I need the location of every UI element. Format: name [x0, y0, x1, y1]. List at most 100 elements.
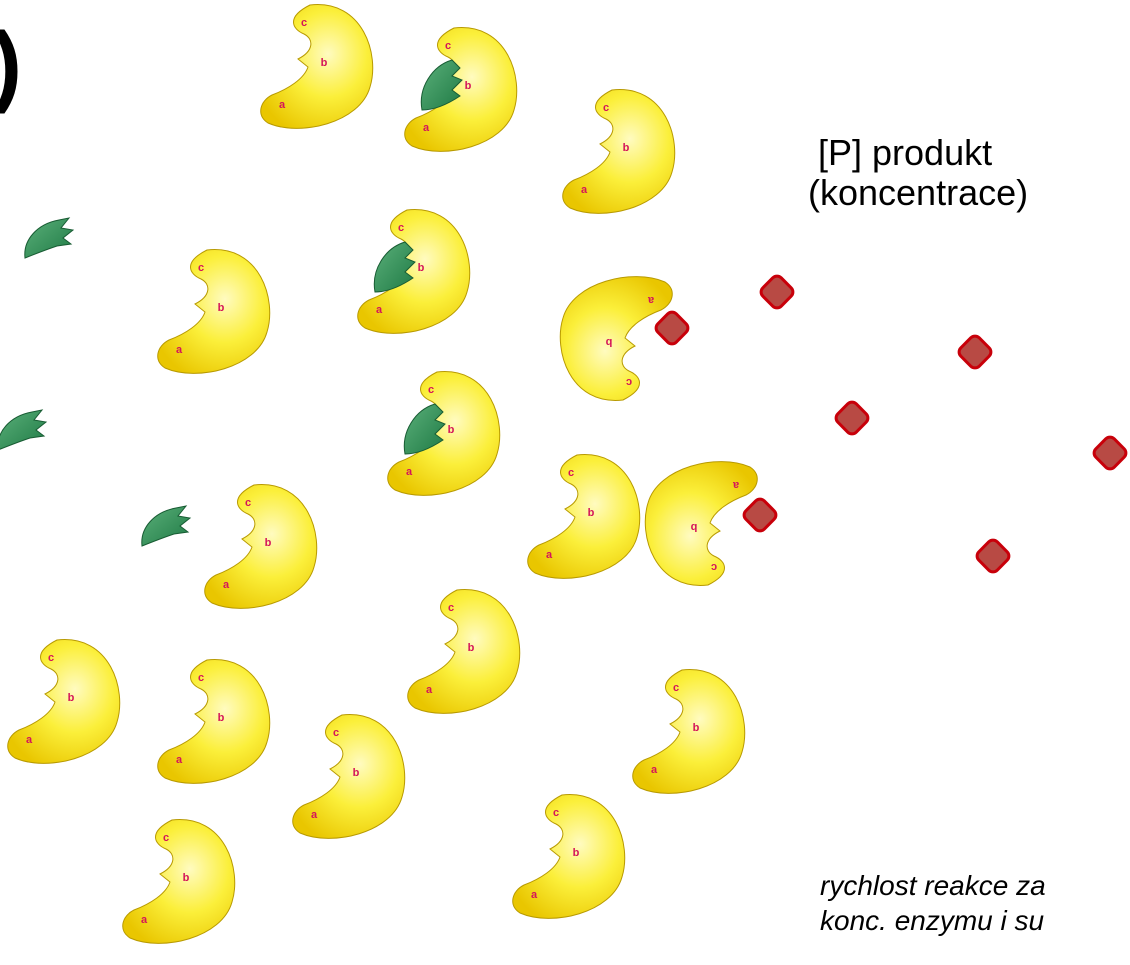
- substrate: [25, 218, 73, 258]
- site-label: c: [448, 602, 454, 614]
- site-label: c: [398, 222, 404, 234]
- enzyme: a b c: [645, 462, 757, 586]
- site-label: a: [141, 914, 148, 926]
- enzyme-body: [158, 250, 270, 374]
- product: [654, 310, 691, 347]
- substrate: [0, 410, 46, 450]
- enzyme-body: [293, 715, 405, 839]
- product-subtitle: (koncentrace): [808, 172, 1028, 213]
- site-label: c: [711, 561, 717, 573]
- enzyme-body: [205, 485, 317, 609]
- product: [1092, 435, 1129, 472]
- enzyme-body: [123, 820, 235, 944]
- site-label: c: [568, 467, 574, 479]
- site-label: a: [176, 344, 183, 356]
- site-label: b: [448, 424, 455, 436]
- diagram: ) [P] produkt (koncentrace) rychlost rea…: [0, 0, 1130, 965]
- enzyme: a b c: [528, 455, 640, 579]
- site-label: a: [581, 184, 588, 196]
- product: [957, 334, 994, 371]
- enzyme: a b c: [158, 660, 270, 784]
- enzyme: a b c: [261, 5, 373, 129]
- enzyme: a b c: [388, 372, 500, 496]
- site-label: a: [223, 579, 230, 591]
- site-label: a: [176, 754, 183, 766]
- site-label: b: [605, 336, 612, 348]
- enzyme-body: [563, 90, 675, 214]
- site-label: c: [333, 727, 339, 739]
- site-label: c: [553, 807, 559, 819]
- site-label: b: [218, 712, 225, 724]
- site-label: a: [651, 764, 658, 776]
- enzyme: a b c: [513, 795, 625, 919]
- enzyme-body: [560, 277, 672, 401]
- enzyme-body: [8, 640, 120, 764]
- enzyme: a b c: [293, 715, 405, 839]
- enzyme: a b c: [560, 277, 672, 401]
- enzyme-body: [261, 5, 373, 129]
- site-label: b: [623, 142, 630, 154]
- site-label: c: [626, 376, 632, 388]
- site-label: c: [445, 40, 451, 52]
- site-label: b: [588, 507, 595, 519]
- site-label: b: [183, 872, 190, 884]
- enzyme: a b c: [358, 210, 470, 334]
- site-label: a: [423, 122, 430, 134]
- site-label: b: [465, 80, 472, 92]
- site-label: a: [531, 889, 538, 901]
- product: [759, 274, 796, 311]
- site-label: b: [321, 57, 328, 69]
- site-label: b: [693, 722, 700, 734]
- site-label: b: [690, 521, 697, 533]
- site-label: a: [406, 466, 413, 478]
- enzyme-body: [645, 462, 757, 586]
- site-label: a: [732, 479, 739, 491]
- enzyme-body: [158, 660, 270, 784]
- enzyme-body: [408, 590, 520, 714]
- enzyme-body: [633, 670, 745, 794]
- site-label: c: [673, 682, 679, 694]
- site-label: a: [26, 734, 33, 746]
- product-title: [P] produkt: [818, 132, 992, 173]
- site-label: b: [573, 847, 580, 859]
- enzyme: a b c: [123, 820, 235, 944]
- note-line: konc. enzymu i su: [820, 905, 1045, 936]
- site-label: b: [468, 642, 475, 654]
- enzyme-body: [388, 372, 500, 496]
- substrate: [142, 506, 190, 546]
- product: [834, 400, 871, 437]
- site-label: c: [163, 832, 169, 844]
- site-label: a: [647, 294, 654, 306]
- enzyme: a b c: [563, 90, 675, 214]
- site-label: c: [428, 384, 434, 396]
- enzyme-body: [358, 210, 470, 334]
- site-label: a: [546, 549, 553, 561]
- product: [742, 497, 779, 534]
- site-label: b: [68, 692, 75, 704]
- site-label: c: [48, 652, 54, 664]
- site-label: a: [279, 99, 286, 111]
- site-label: a: [376, 304, 383, 316]
- enzyme: a b c: [633, 670, 745, 794]
- site-label: b: [418, 262, 425, 274]
- enzyme: a b c: [158, 250, 270, 374]
- site-label: a: [426, 684, 433, 696]
- note-line: rychlost reakce za: [820, 870, 1046, 901]
- site-label: b: [218, 302, 225, 314]
- site-label: c: [603, 102, 609, 114]
- enzyme: a b c: [408, 590, 520, 714]
- enzyme-body: [528, 455, 640, 579]
- site-label: b: [353, 767, 360, 779]
- site-label: b: [265, 537, 272, 549]
- product: [975, 538, 1012, 575]
- fragment: ): [0, 15, 22, 115]
- site-label: c: [198, 262, 204, 274]
- enzyme: a b c: [405, 28, 517, 152]
- site-label: c: [301, 17, 307, 29]
- enzyme: a b c: [205, 485, 317, 609]
- site-label: c: [245, 497, 251, 509]
- enzyme: a b c: [8, 640, 120, 764]
- enzyme-body: [513, 795, 625, 919]
- site-label: c: [198, 672, 204, 684]
- site-label: a: [311, 809, 318, 821]
